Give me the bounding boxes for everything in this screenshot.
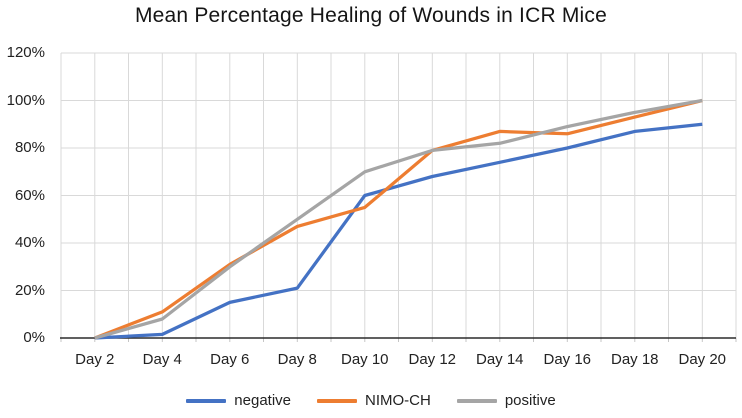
legend-line-swatch [317,399,358,403]
legend-label: NIMO-CH [365,392,431,409]
legend-line-swatch [456,399,497,403]
x-axis-tick-label: Day 18 [610,351,659,368]
x-axis-tick-label: Day 2 [75,351,115,368]
chart-title: Mean Percentage Healing of Wounds in ICR… [134,4,607,27]
y-axis-tick-label: 20% [14,281,45,299]
x-axis-tick-label: Day 12 [408,351,457,368]
series-line-NIMO-CH [94,98,703,340]
legend-item-NIMO-CH: NIMO-CH [317,391,431,411]
y-axis-tick-label: 60% [14,186,45,204]
x-axis-tick-label: Day 14 [475,351,524,368]
legend: negative NIMO-CH positive [0,390,742,412]
legend-item-negative: negative [186,391,291,411]
x-axis-tick-label: Day 10 [340,351,389,368]
legend-item-positive: positive [456,391,556,411]
legend-line-swatch [186,399,227,403]
y-axis-tick-label: 0% [23,329,45,346]
x-axis-tick-label: Day 16 [543,351,592,368]
x-axis-tick-label: Day 6 [210,351,250,368]
y-axis-tick-label: 100% [6,91,45,109]
legend-label: negative [234,392,292,409]
y-axis-tick-label: 80% [14,139,45,156]
x-axis-tick-label: Day 8 [277,351,317,368]
y-axis-tick-label: 120% [6,44,45,61]
series-line-positive [94,98,703,340]
y-axis-tick-label: 40% [14,234,45,251]
x-axis-tick-label: Day 20 [678,351,727,368]
x-axis-tick-label: Day 4 [142,351,182,368]
legend-label: positive [504,392,556,409]
series-line-negative [94,122,703,340]
